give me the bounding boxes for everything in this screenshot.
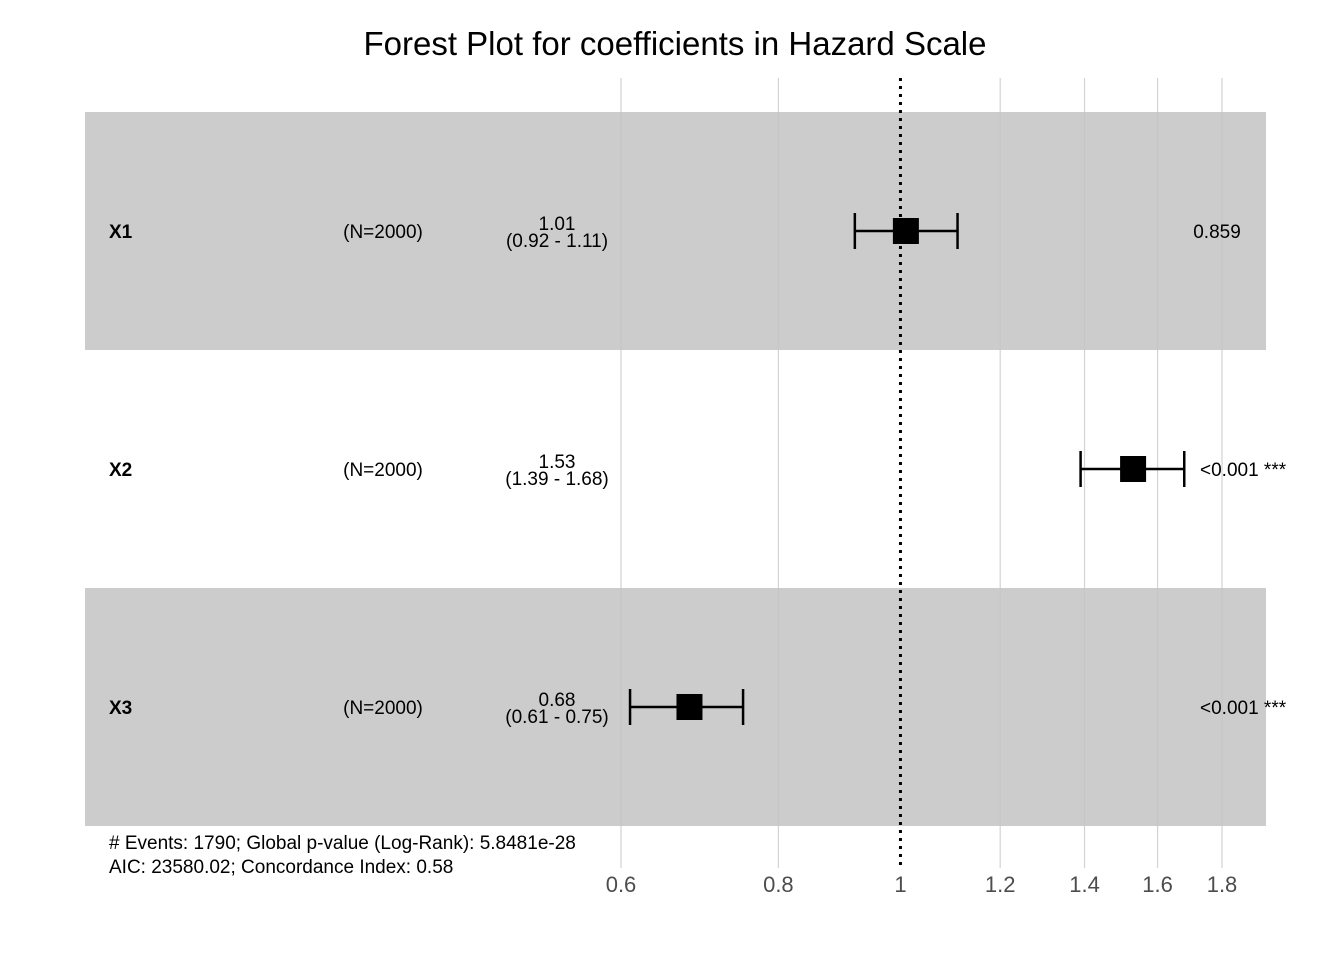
row-x3: X3 (N=2000) 0.68(0.61 - 0.75) <0.001 *** bbox=[109, 689, 1287, 728]
hr-label: 1.53 bbox=[539, 452, 576, 473]
estimate-marker bbox=[1120, 456, 1147, 482]
n-label: (N=2000) bbox=[343, 698, 423, 719]
variable-label: X3 bbox=[109, 698, 132, 719]
footer-aic: AIC: 23580.02; Concordance Index: 0.58 bbox=[109, 857, 453, 878]
variable-label: X2 bbox=[109, 460, 132, 481]
hr-label: 0.68 bbox=[539, 690, 576, 711]
p-value-label: 0.859 bbox=[1193, 222, 1241, 243]
n-label: (N=2000) bbox=[343, 460, 423, 481]
x-tick-label: 1 bbox=[894, 872, 906, 897]
x-axis-ticks: 0.6 0.8 1 1.2 1.4 1.6 1.8 bbox=[606, 872, 1238, 897]
row-x2: X2 (N=2000) 1.53(1.39 - 1.68) <0.001 *** bbox=[109, 451, 1287, 490]
variable-label: X1 bbox=[109, 222, 133, 243]
ci-label: (1.39 - 1.68) bbox=[505, 469, 609, 490]
chart-title: Forest Plot for coefficients in Hazard S… bbox=[363, 25, 986, 62]
p-value-label: <0.001 *** bbox=[1200, 460, 1287, 481]
x-tick-label: 1.8 bbox=[1207, 872, 1238, 897]
estimate-marker bbox=[892, 218, 919, 244]
p-value-label: <0.001 *** bbox=[1200, 698, 1287, 719]
footer-events: # Events: 1790; Global p-value (Log-Rank… bbox=[109, 833, 576, 854]
grid-lines bbox=[620, 78, 1223, 868]
ci-label: (0.92 - 1.11) bbox=[506, 231, 608, 252]
ci-label: (0.61 - 0.75) bbox=[505, 707, 609, 728]
n-label: (N=2000) bbox=[343, 222, 423, 243]
x-tick-label: 1.4 bbox=[1069, 872, 1100, 897]
estimate-marker bbox=[676, 694, 703, 720]
coefficient-rows: X1 (N=2000) 1.01(0.92 - 1.11) 0.859 X2 (N=200… bbox=[109, 213, 1287, 728]
x-tick-label: 1.2 bbox=[985, 872, 1016, 897]
x-tick-label: 1.6 bbox=[1142, 872, 1173, 897]
hr-label: 1.01 bbox=[539, 214, 576, 235]
x-tick-label: 0.6 bbox=[606, 872, 637, 897]
row-band-x1 bbox=[85, 112, 1266, 350]
x-tick-label: 0.8 bbox=[763, 872, 794, 897]
row-x1: X1 (N=2000) 1.01(0.92 - 1.11) 0.859 bbox=[109, 213, 1241, 252]
